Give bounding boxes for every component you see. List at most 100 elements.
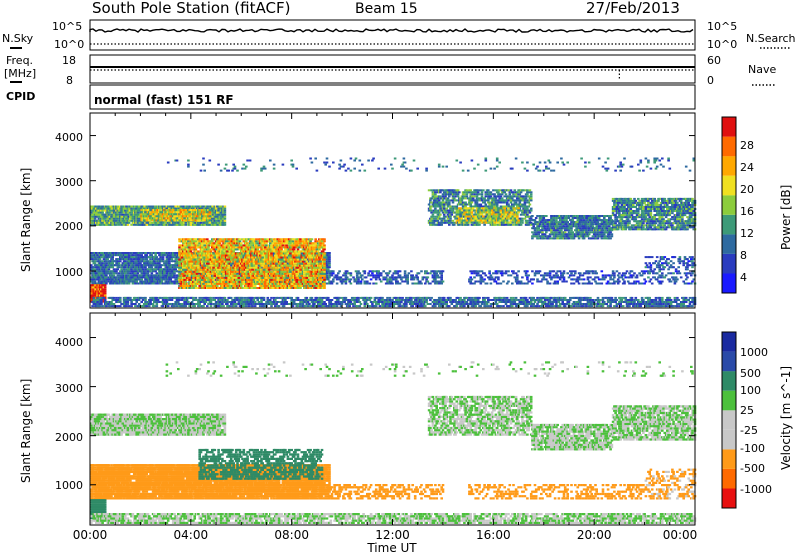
power-cell <box>497 195 500 197</box>
power-cell <box>118 224 121 226</box>
power-cell <box>122 214 125 216</box>
power-cell <box>462 197 465 199</box>
power-cell <box>681 218 684 220</box>
power-cell <box>151 272 154 274</box>
power-cell <box>472 191 475 193</box>
power-cell <box>466 216 469 218</box>
power-cell <box>124 266 127 268</box>
power-cell <box>471 209 474 211</box>
power-cell <box>109 214 112 216</box>
power-cell <box>648 222 651 224</box>
power-cell <box>510 213 513 215</box>
power-cell <box>224 222 227 224</box>
power-cell <box>517 220 520 222</box>
power-cell <box>500 195 503 197</box>
power-cell <box>587 235 590 237</box>
power-cell <box>217 210 220 212</box>
power-cell <box>140 276 143 278</box>
power-cell <box>496 204 499 206</box>
power-cell <box>579 227 582 229</box>
power-cell <box>485 209 488 211</box>
power-cell <box>94 281 97 283</box>
power-cell <box>502 222 505 224</box>
power-cell <box>666 226 669 228</box>
power-cell <box>669 222 672 224</box>
power-cell <box>517 222 520 224</box>
power-cell <box>481 195 484 197</box>
power-cell <box>169 266 172 268</box>
power-cell <box>569 233 572 235</box>
power-cell <box>540 221 543 223</box>
power-cell <box>563 219 566 221</box>
power-cell <box>127 272 130 274</box>
power-cell <box>535 233 538 235</box>
power-cell <box>680 204 683 206</box>
power-cell <box>445 212 448 214</box>
power-cell <box>119 214 122 216</box>
power-cell <box>440 210 443 212</box>
power-cell <box>536 215 539 217</box>
power-cell <box>539 217 542 219</box>
power-cell <box>99 278 102 280</box>
power-cell <box>468 211 471 213</box>
power-cell <box>512 191 515 193</box>
power-cell <box>480 204 483 206</box>
power-cell <box>525 197 528 199</box>
power-cell <box>512 206 515 208</box>
power-cell <box>130 252 133 254</box>
power-cell <box>524 206 527 208</box>
power-cell <box>168 260 171 262</box>
power-cell <box>474 191 477 193</box>
power-cell <box>444 191 447 193</box>
power-cell <box>482 220 485 222</box>
power-cell <box>556 229 559 231</box>
power-cell <box>520 214 523 216</box>
power-cell <box>627 224 630 226</box>
power-cell <box>613 204 616 206</box>
power-cell <box>128 270 131 272</box>
power-cell <box>651 202 654 204</box>
power-cell <box>686 228 689 230</box>
power-cell <box>463 191 466 193</box>
power-cell <box>568 237 571 239</box>
power-cell <box>108 268 111 270</box>
power-cell <box>94 260 97 262</box>
power-cell <box>674 206 677 208</box>
power-cell <box>642 226 645 228</box>
power-cell <box>480 220 483 222</box>
power-cell <box>139 262 142 264</box>
power-cell <box>128 222 131 224</box>
power-cell <box>438 204 441 206</box>
power-cell <box>636 222 639 224</box>
power-cell <box>215 220 218 222</box>
power-cell <box>148 206 151 208</box>
power-cell <box>485 199 488 201</box>
power-cell <box>115 276 118 278</box>
power-cell <box>451 214 454 216</box>
power-cell <box>476 204 479 206</box>
power-cell <box>458 218 461 220</box>
power-cell <box>487 206 490 208</box>
power-cell <box>555 221 558 223</box>
power-cell <box>619 200 622 202</box>
power-cell <box>551 231 554 233</box>
power-cell <box>505 206 508 208</box>
power-cell <box>488 211 491 213</box>
power-cell <box>129 272 132 274</box>
power-cell <box>531 215 534 217</box>
power-cell <box>506 222 509 224</box>
power-cell <box>514 218 517 220</box>
power-cell <box>185 224 188 226</box>
power-cell <box>94 276 97 278</box>
power-cell <box>443 206 446 208</box>
power-cell <box>589 219 592 221</box>
power-cell <box>645 208 648 210</box>
power-cell <box>481 191 484 193</box>
power-cell <box>464 211 467 213</box>
power-cell <box>574 217 577 219</box>
power-cell <box>514 209 517 211</box>
power-cell <box>173 274 176 276</box>
power-cell <box>500 216 503 218</box>
power-cell <box>434 193 437 195</box>
power-cell <box>491 204 494 206</box>
